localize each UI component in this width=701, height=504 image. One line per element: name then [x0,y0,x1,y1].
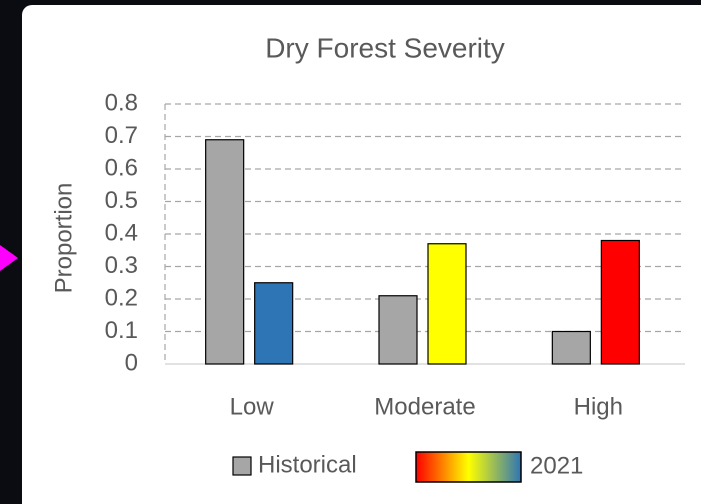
y-tick-label: 0.8 [105,89,138,116]
bar [254,282,294,365]
chart-title: Dry Forest Severity [265,32,505,63]
y-tick-label: 0.4 [105,219,138,246]
x-tick-label: Low [230,393,275,420]
y-tick-label: 0.6 [105,154,138,181]
bar [205,139,245,365]
y-tick-label: 0.3 [105,252,138,279]
legend-swatch [415,451,522,483]
x-tick-label: Moderate [374,393,475,420]
y-tick-label: 0.2 [105,284,138,311]
legend-label: 2021 [530,452,583,479]
y-tick-label: 0.1 [105,317,138,344]
bar [551,330,591,365]
arrow [0,245,18,271]
y-axis-label: Proportion [50,183,77,294]
legend-swatch [232,456,252,476]
legend-label: Historical [258,451,357,478]
y-tick-label: 0.7 [105,122,138,149]
bar [427,243,467,365]
x-tick-label: High [574,393,623,420]
bar [600,239,640,365]
y-tick-label: 0 [125,349,138,376]
chart-panel [22,5,701,504]
y-tick-label: 0.5 [105,187,138,214]
bar [378,295,418,365]
